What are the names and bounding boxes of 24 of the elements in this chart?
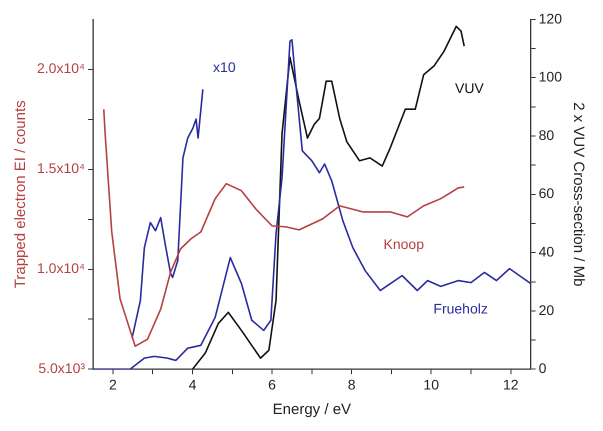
series-label: VUV <box>454 80 484 96</box>
y2-tick-label: 120 <box>538 10 562 26</box>
y2-tick-label: 80 <box>538 126 554 143</box>
x-axis-title: Energy / eV <box>272 401 352 418</box>
series-label: Frueholz <box>433 300 488 317</box>
y2-axis-title: 2 x VUV Cross-section / Mb <box>570 102 587 286</box>
y-tick-label: 5.0x10³ <box>38 360 86 376</box>
x-tick-label: 2 <box>109 376 118 392</box>
y2-tick-label: 40 <box>538 243 554 260</box>
y2-tick-label: 60 <box>538 185 554 202</box>
y-tick-label: 1.5x10⁴ <box>36 160 86 176</box>
x-tick-label: 12 <box>502 376 519 392</box>
y-tick-label: 2.0x10⁴ <box>36 60 86 76</box>
y-tick-label: 1.0x10⁴ <box>36 260 86 276</box>
x-tick-label: 6 <box>268 376 276 392</box>
x-tick-label: 10 <box>423 376 440 392</box>
series-label: x10 <box>213 59 236 76</box>
series-label: Knoop <box>384 236 424 252</box>
y2-tick-label: 20 <box>538 302 554 318</box>
x-tick-label: 8 <box>348 376 356 392</box>
y2-tick-label: 0 <box>538 360 547 376</box>
y-axis-title: Trapped electron EI / counts <box>12 100 30 288</box>
x-tick-label: 4 <box>188 376 197 392</box>
y2-tick-label: 100 <box>538 68 562 85</box>
